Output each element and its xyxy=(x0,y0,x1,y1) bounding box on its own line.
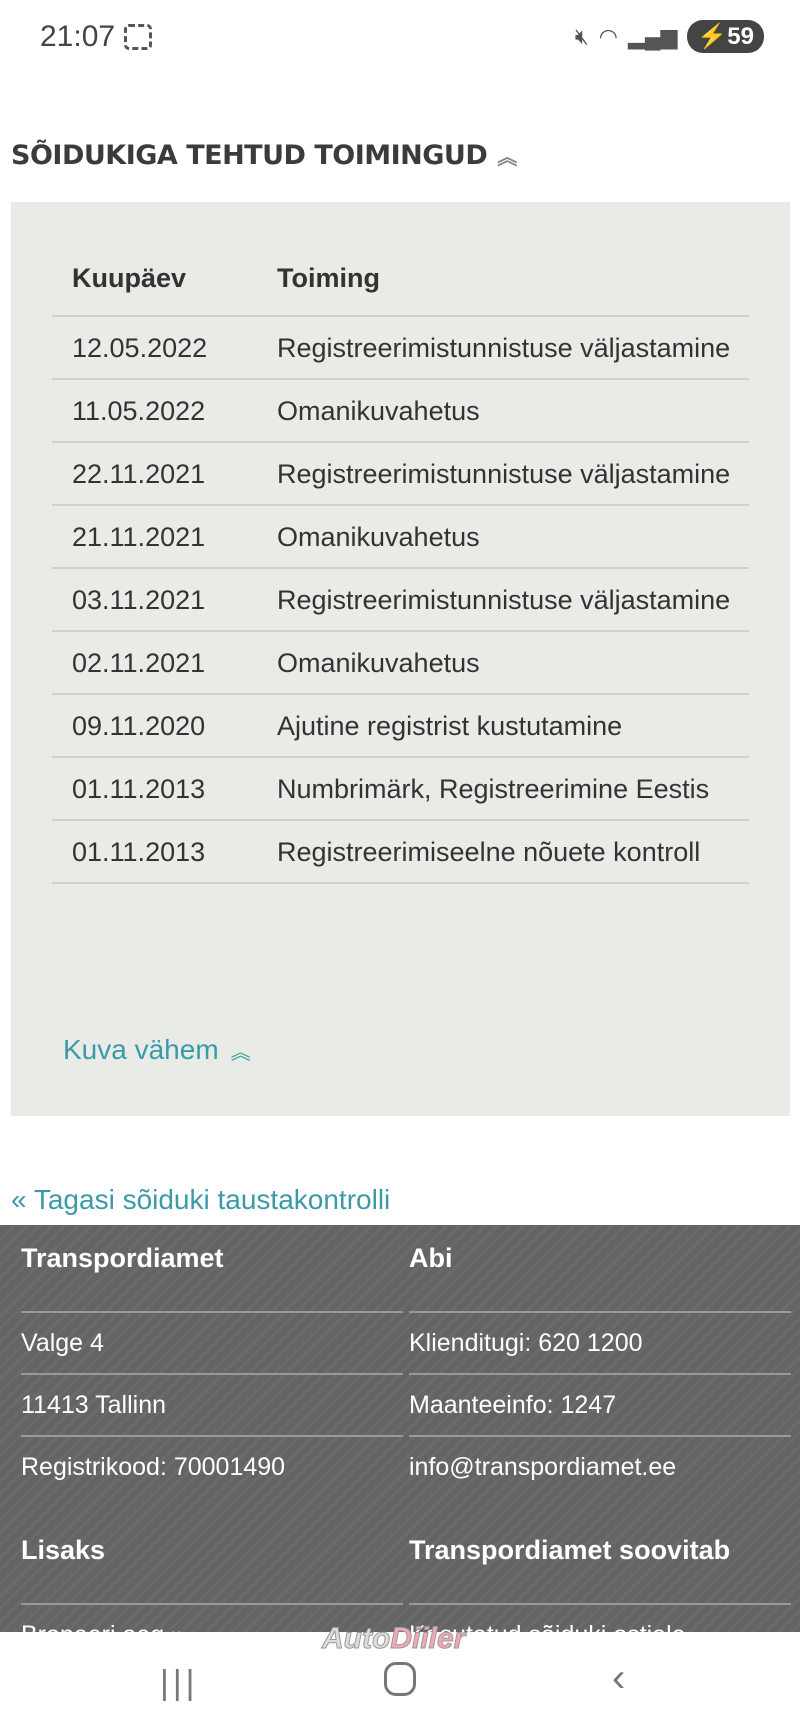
show-less-link[interactable]: Kuva vähem ︽ xyxy=(63,1034,251,1065)
action-cell: Registreerimistunnistuse väljastamine xyxy=(257,442,749,506)
date-cell: 01.11.2013 xyxy=(52,820,257,884)
action-cell: Omanikuvahetus xyxy=(257,505,749,569)
table-row: 09.11.2020 Ajutine registrist kustutamine xyxy=(52,694,749,758)
footer-col-lisaks: Lisaks Broneeri aeg » xyxy=(21,1517,403,1635)
date-cell: 01.11.2013 xyxy=(52,757,257,821)
footer-item: 11413 Tallinn xyxy=(21,1375,403,1437)
date-cell: 03.11.2021 xyxy=(52,568,257,632)
date-cell: 02.11.2021 xyxy=(52,631,257,695)
wifi-icon: ◠ xyxy=(598,23,618,49)
actions-panel: Kuupäev Toiming 12.05.2022 Registreerimis… xyxy=(11,202,790,1116)
section-heading[interactable]: SÕIDUKIGA TEHTUD TOIMINGUD ︽ xyxy=(11,140,517,171)
footer-email-link[interactable]: info@transpordiamet.ee xyxy=(409,1453,677,1481)
table-row: 01.11.2013 Numbrimärk, Registreerimine Ee… xyxy=(52,757,749,821)
footer-heading: Transpordiamet soovitab xyxy=(409,1517,791,1605)
mute-icon: 🔇︎ xyxy=(574,23,589,49)
home-icon[interactable] xyxy=(384,1662,416,1696)
footer-col-abi: Abi Klienditugi: 620 1200 Maanteeinfo: 1… xyxy=(409,1225,791,1499)
table-row: 02.11.2021 Omanikuvahetus xyxy=(52,631,749,695)
date-cell: 22.11.2021 xyxy=(52,442,257,506)
footer-heading: Abi xyxy=(409,1225,791,1313)
date-cell: 12.05.2022 xyxy=(52,316,257,380)
date-cell: 11.05.2022 xyxy=(52,379,257,443)
screenshot-icon xyxy=(124,24,152,50)
footer-link[interactable]: Broneeri aeg » xyxy=(21,1621,186,1635)
status-icons: 🔇︎ ◠ ▂▄▆ ⚡59 xyxy=(575,20,764,53)
action-cell: Registreerimistunnistuse väljastamine xyxy=(257,568,749,632)
column-date: Kuupäev xyxy=(52,242,257,317)
table-row: 11.05.2022 Omanikuvahetus xyxy=(52,379,749,443)
signal-icon: ▂▄▆ xyxy=(627,23,678,49)
status-bar: 21:07 🔇︎ ◠ ▂▄▆ ⚡59 xyxy=(0,0,800,80)
recent-apps-icon[interactable]: ||| xyxy=(160,1664,199,1702)
footer-item: Registrikood: 70001490 xyxy=(21,1453,286,1481)
footer-heading: Transpordiamet xyxy=(21,1225,403,1313)
footer: Transpordiamet Valge 4 11413 Tallinn Reg… xyxy=(0,1225,800,1635)
back-link[interactable]: « Tagasi sõiduki taustakontrolli xyxy=(11,1184,391,1215)
table-row: 22.11.2021 Registreerimistunnistuse välja… xyxy=(52,442,749,506)
table-row: 03.11.2021 Registreerimistunnistuse välja… xyxy=(52,568,749,632)
footer-phone-link[interactable]: Klienditugi: 620 1200 xyxy=(409,1313,791,1375)
date-cell: 21.11.2021 xyxy=(52,505,257,569)
autodiiler-watermark: AutoDiiler xyxy=(321,1622,466,1656)
action-cell: Omanikuvahetus xyxy=(257,379,749,443)
action-cell: Registreerimiseelne nõuete kontroll xyxy=(257,820,749,884)
android-nav-bar: AutoDiiler ||| ‹ xyxy=(0,1622,800,1733)
date-cell: 09.11.2020 xyxy=(52,694,257,758)
action-cell: Omanikuvahetus xyxy=(257,631,749,695)
action-cell: Numbrimärk, Registreerimine Eestis xyxy=(257,757,749,821)
table-header: Kuupäev Toiming xyxy=(52,242,749,317)
footer-phone-link[interactable]: Maanteeinfo: 1247 xyxy=(409,1375,791,1437)
footer-item: Valge 4 xyxy=(21,1313,403,1375)
table-row: 12.05.2022 Registreerimistunnistuse välja… xyxy=(52,316,749,380)
table-row: 21.11.2021 Omanikuvahetus xyxy=(52,505,749,569)
footer-heading: Lisaks xyxy=(21,1517,403,1605)
double-chevron-up-icon: ︽ xyxy=(230,1042,251,1064)
actions-table: Kuupäev Toiming 12.05.2022 Registreerimis… xyxy=(52,242,749,884)
battery-indicator: ⚡59 xyxy=(687,20,764,53)
charging-icon: ⚡ xyxy=(697,23,728,50)
column-action: Toiming xyxy=(257,242,749,317)
footer-col-transpordiamet: Transpordiamet Valge 4 11413 Tallinn Reg… xyxy=(21,1225,403,1499)
footer-link[interactable]: Kasutatud sõiduki ostjale xyxy=(409,1621,686,1635)
double-chevron-up-icon[interactable]: ︽ xyxy=(497,145,517,169)
clock: 21:07 xyxy=(40,20,116,53)
action-cell: Registreerimistunnistuse väljastamine xyxy=(257,316,749,380)
back-icon[interactable]: ‹ xyxy=(612,1656,626,1700)
footer-col-soovitab: Transpordiamet soovitab Kasutatud sõiduk… xyxy=(409,1517,791,1635)
action-cell: Ajutine registrist kustutamine xyxy=(257,694,749,758)
table-row: 01.11.2013 Registreerimiseelne nõuete kon… xyxy=(52,820,749,884)
